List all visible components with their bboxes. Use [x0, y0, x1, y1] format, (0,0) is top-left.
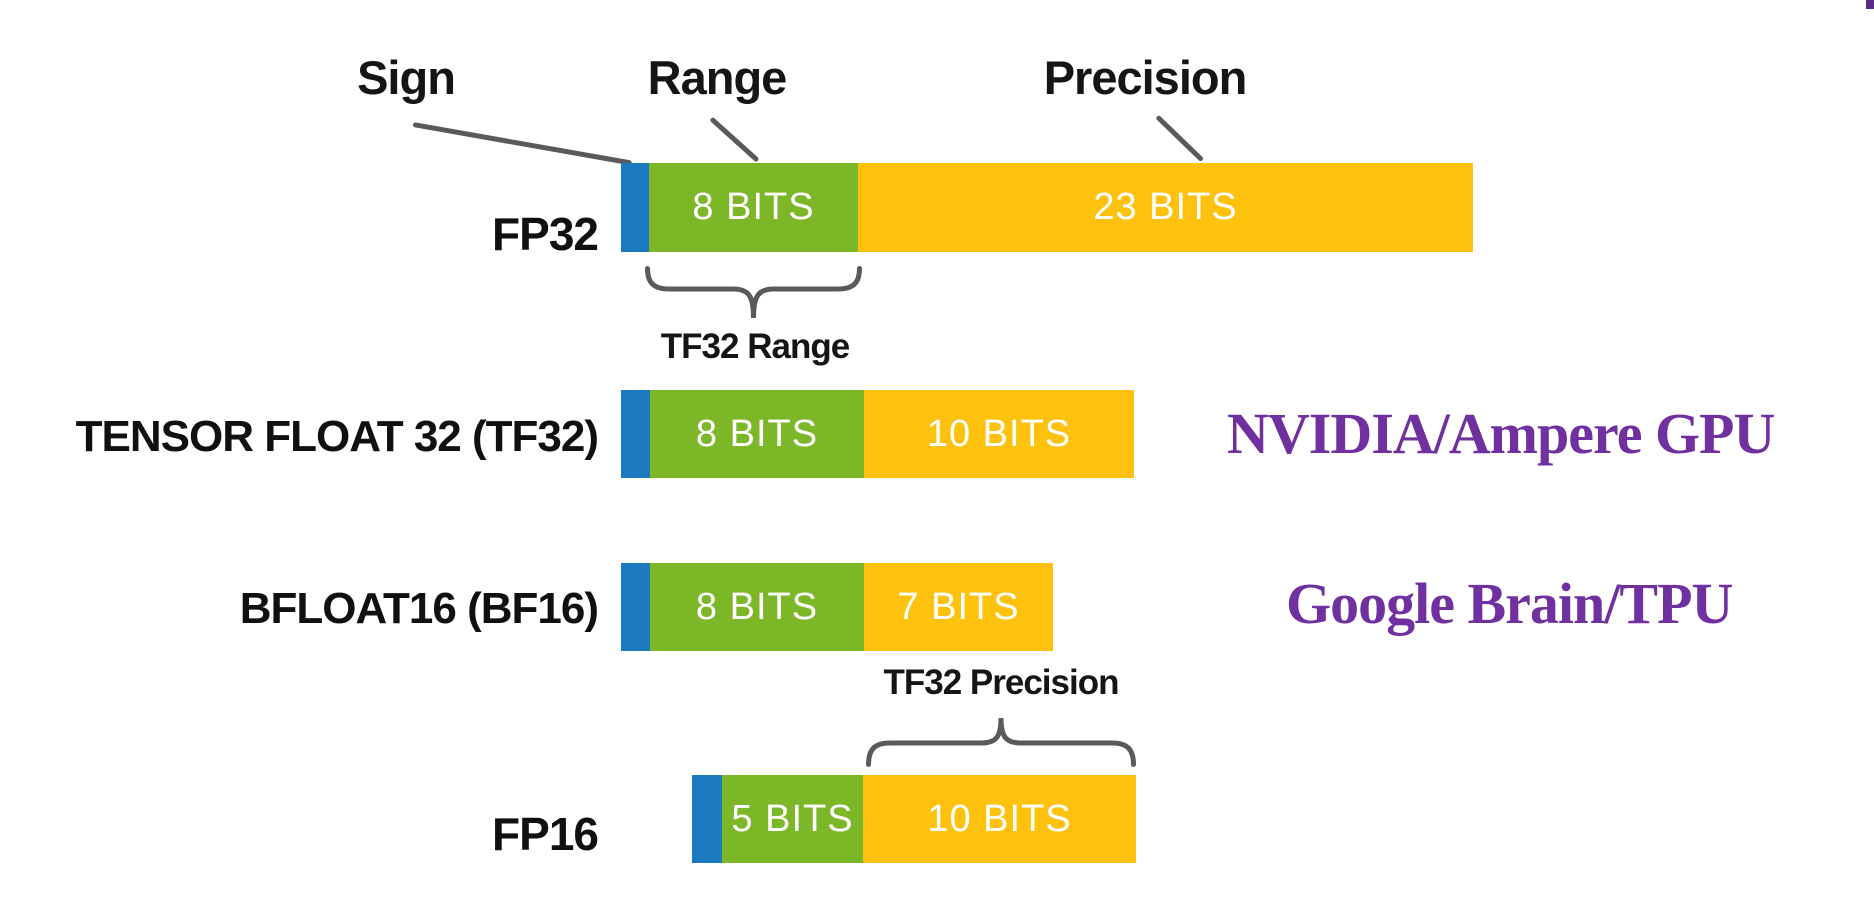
fp16-sign-segment: [692, 775, 722, 863]
sign-leader-line: [412, 122, 633, 166]
fp32-precision-segment: 23 BITS: [858, 163, 1473, 252]
google-brain-note: Google Brain/TPU: [1286, 571, 1733, 636]
fp32-range-bits: 8 BITS: [692, 186, 815, 228]
fp32-range-segment: 8 BITS: [649, 163, 858, 252]
tf32-range-brace: [645, 266, 862, 319]
bf16-precision-segment: 7 BITS: [864, 563, 1053, 651]
tf32-range-annotation: TF32 Range: [660, 327, 850, 366]
tf32-precision-brace: [866, 717, 1136, 767]
fp16-range-bits: 5 BITS: [731, 797, 854, 840]
fp16-precision-segment: 10 BITS: [863, 775, 1136, 863]
format-label-fp16: FP16: [492, 808, 599, 860]
tf32-range-bits: 8 BITS: [695, 412, 819, 455]
sign-field-label: Sign: [357, 51, 456, 104]
fp16-precision-bits: 10 BITS: [927, 797, 1072, 840]
bf16-precision-bits: 7 BITS: [897, 585, 1020, 628]
bit-bar-fp32: 8 BITS 23 BITS: [621, 163, 1473, 252]
tf32-precision-bits: 10 BITS: [926, 412, 1072, 455]
precision-leader-line: [1155, 114, 1205, 163]
nvidia-ampere-note: NVIDIA/Ampere GPU: [1227, 401, 1775, 466]
tf32-precision-annotation: TF32 Precision: [883, 663, 1120, 702]
precision-field-label: Precision: [1043, 51, 1248, 104]
bit-bar-bf16: 8 BITS 7 BITS: [621, 563, 1053, 651]
format-label-tf32: TENSOR FLOAT 32 (TF32): [75, 412, 599, 461]
fp16-range-segment: 5 BITS: [722, 775, 863, 863]
bit-bar-fp16: 5 BITS 10 BITS: [692, 775, 1136, 863]
tf32-precision-segment: 10 BITS: [864, 390, 1134, 478]
fp32-sign-segment: [621, 163, 649, 252]
bit-bar-tf32: 8 BITS 10 BITS: [621, 390, 1134, 478]
tf32-range-segment: 8 BITS: [650, 390, 864, 478]
bf16-range-bits: 8 BITS: [695, 585, 819, 628]
bf16-range-segment: 8 BITS: [650, 563, 864, 651]
format-label-bf16: BFLOAT16 (BF16): [239, 584, 599, 633]
format-label-fp32: FP32: [492, 208, 599, 260]
corner-artifact: [1866, 0, 1874, 9]
fp32-precision-bits: 23 BITS: [1093, 186, 1238, 228]
bf16-sign-segment: [621, 563, 650, 651]
tf32-sign-segment: [621, 390, 650, 478]
range-field-label: Range: [647, 51, 788, 104]
range-leader-line: [709, 116, 760, 163]
